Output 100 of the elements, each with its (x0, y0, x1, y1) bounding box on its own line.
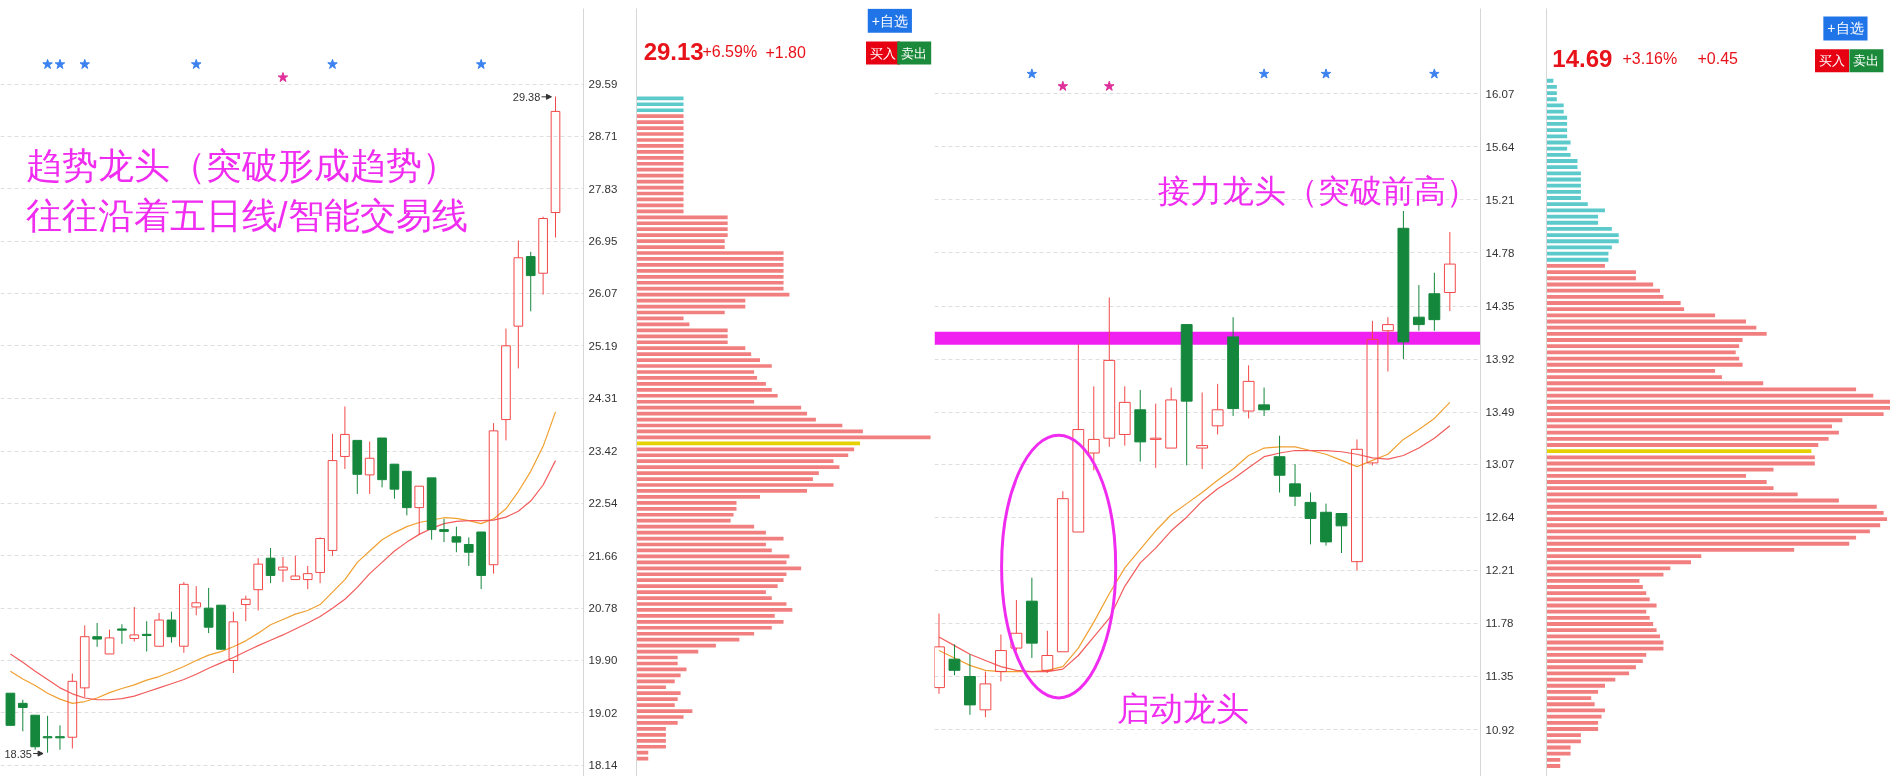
bar (636, 114, 684, 119)
candlestick (389, 463, 400, 500)
bar (636, 685, 666, 690)
bar (1546, 436, 1829, 441)
text: 买入 (870, 45, 897, 61)
bar (636, 346, 746, 351)
candlestick (538, 216, 548, 296)
bar (1546, 523, 1881, 528)
annotation: 趋势龙头（突破形成趋势） (25, 144, 458, 186)
bar (1546, 683, 1605, 688)
bar (1546, 659, 1643, 663)
bar (1546, 270, 1636, 275)
y-tick-label: 23.42 (588, 445, 618, 458)
bar (636, 733, 666, 737)
bar (636, 328, 728, 333)
bar (636, 572, 787, 577)
bar (1546, 399, 1890, 404)
annotation: 29.38 (512, 90, 541, 103)
candlestick (501, 328, 511, 441)
bar (1546, 122, 1568, 126)
bar (1546, 344, 1740, 349)
y-tick-label: 26.95 (588, 235, 618, 248)
bar (636, 697, 678, 702)
bar (1546, 338, 1743, 342)
bar (1546, 541, 1850, 546)
bar (636, 489, 808, 493)
text: 14.69 (1552, 44, 1613, 72)
candlestick (1273, 435, 1286, 494)
bar (1546, 84, 1557, 89)
candlestick (979, 671, 992, 718)
y-tick-label: 13.07 (1485, 458, 1515, 471)
candlestick (1443, 231, 1456, 312)
bar (1546, 430, 1839, 435)
bar (1546, 548, 1795, 552)
bar (636, 251, 784, 255)
bar (636, 245, 725, 249)
text: 卖出 (901, 45, 928, 61)
bar (1546, 443, 1819, 447)
bar (1546, 226, 1612, 231)
candlestick (327, 433, 338, 557)
bar (636, 340, 728, 345)
bar (1546, 529, 1870, 534)
bar (636, 221, 728, 226)
bar (1546, 393, 1874, 398)
bar (1546, 652, 1647, 657)
bar (636, 132, 684, 136)
candlestick (463, 536, 474, 567)
bar (636, 405, 802, 410)
bar (1546, 517, 1888, 521)
bar (636, 596, 772, 600)
bar (636, 108, 684, 113)
bar (1546, 294, 1664, 299)
bar (1546, 671, 1630, 676)
bar (1546, 646, 1664, 651)
bar (1546, 615, 1650, 620)
bar (1546, 572, 1664, 577)
y-tick-label: 13.49 (1485, 406, 1515, 419)
bar (636, 269, 784, 273)
annotation: 启动龙头 (1117, 690, 1250, 728)
bar (1546, 264, 1605, 268)
candlestick (377, 437, 387, 488)
bar (1546, 128, 1568, 133)
bar (1546, 78, 1554, 83)
bar (636, 750, 649, 755)
bar (1546, 115, 1568, 120)
candlestick (1289, 463, 1301, 507)
bar (1546, 473, 1747, 478)
candlestick (352, 439, 363, 495)
bar (636, 715, 684, 719)
bar (636, 501, 737, 505)
bar (636, 566, 802, 571)
bar (1546, 727, 1599, 731)
candlestick (1041, 630, 1054, 674)
bar (636, 727, 666, 731)
bar (1546, 97, 1557, 102)
bar (1546, 239, 1619, 244)
bar (1546, 208, 1605, 213)
bar (636, 506, 737, 511)
bar (1546, 764, 1561, 768)
candlestick (1010, 599, 1023, 652)
candlestick (290, 555, 301, 581)
bar (636, 387, 772, 392)
bar (636, 619, 784, 624)
candlestick (1320, 503, 1332, 547)
bar (1546, 412, 1884, 417)
candlestick (1258, 387, 1270, 417)
candlestick (315, 538, 325, 584)
bar (636, 578, 784, 583)
text: +自选 (871, 12, 908, 29)
bar (636, 477, 813, 481)
bar (1546, 220, 1599, 225)
candlestick (1118, 385, 1131, 447)
bar (1546, 504, 1877, 509)
bar (636, 637, 740, 642)
bar (1546, 751, 1571, 756)
candlestick (55, 724, 65, 751)
candlestick (1134, 389, 1147, 463)
candlestick (1056, 490, 1069, 653)
bar (636, 631, 755, 636)
y-tick-label: 27.83 (588, 182, 618, 195)
